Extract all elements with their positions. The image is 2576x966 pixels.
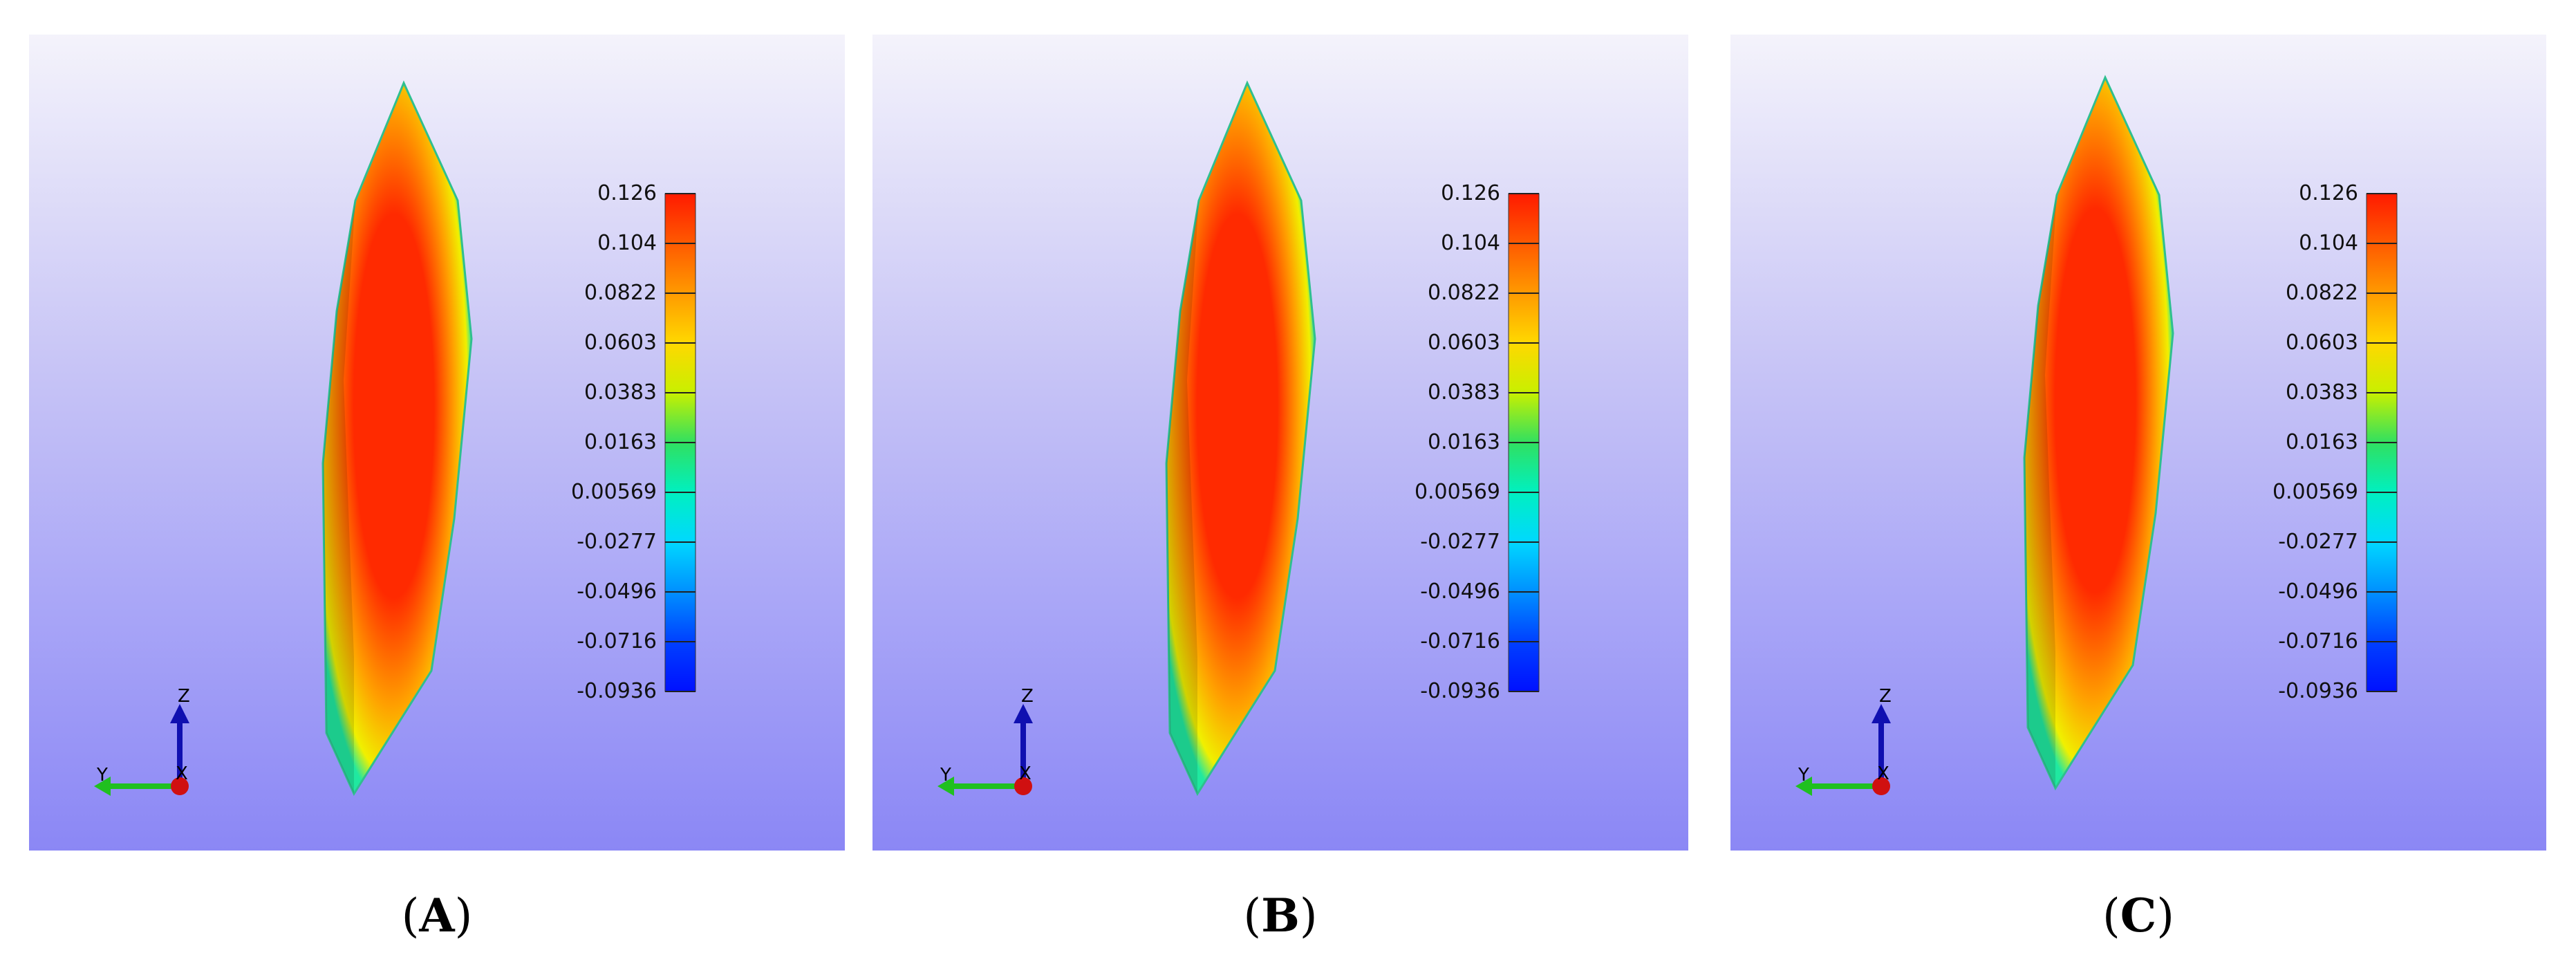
axis-triad: Z Y X — [94, 686, 190, 796]
colorbar-tick-label: 0.126 — [2299, 181, 2358, 205]
axis-label-x: X — [1877, 763, 1889, 784]
colorbar-tick-label: -0.0277 — [577, 530, 657, 554]
colorbar-tick-label: -0.0936 — [1420, 679, 1500, 703]
surface-shading — [2024, 195, 2057, 788]
colorbar-tick-label: -0.0277 — [1420, 530, 1500, 554]
colorbar-tick-label: -0.0716 — [577, 629, 657, 653]
panel-label-c: (C) — [2102, 889, 2175, 942]
colorbar-tick-label: -0.0716 — [1420, 629, 1500, 653]
axis-label-x: X — [176, 763, 188, 784]
colorbar-tick-label: 0.0383 — [2286, 380, 2358, 405]
colorbar-tick-label: 0.0603 — [2286, 331, 2358, 355]
visualization-panel-c: Z Y X 0.126 0.104 0.0822 0.0603 0.0383 0.0163 0.0… — [1730, 35, 2546, 851]
colorbar-tick-label: 0.0822 — [1428, 281, 1500, 305]
colorbar-tick-label: 0.0822 — [584, 281, 657, 305]
axis-label-x: X — [1019, 763, 1032, 784]
colorbar-tick-label: 0.104 — [2299, 231, 2358, 255]
visualization-panel-b: Z Y X 0.126 0.104 0.0822 0.0603 0.0383 0.0163 0.0… — [872, 35, 1688, 851]
colorbar-tick-label: 0.00569 — [570, 480, 657, 504]
colorbar-tick-label: -0.0496 — [1420, 579, 1500, 604]
axis-label-z: Z — [1021, 686, 1034, 707]
colorbar-tick-label: -0.0936 — [577, 679, 657, 703]
deformed-surface — [321, 80, 473, 797]
axis-label-z: Z — [1879, 686, 1892, 707]
plot-svg: Z Y X — [1795, 75, 2398, 796]
plot-svg: Z Y X — [937, 80, 1540, 797]
colorbar-tick-label: 0.0603 — [1428, 331, 1500, 355]
deformed-surface — [2023, 75, 2174, 791]
colorbar-tick-label: 0.0603 — [584, 331, 657, 355]
colorbar-tick-label: 0.00569 — [1414, 480, 1500, 504]
colorbar-tick-label: 0.0383 — [1428, 380, 1500, 405]
colorbar-tick-label: 0.0163 — [2286, 430, 2358, 454]
deformed-surface — [1165, 80, 1316, 797]
plot-svg: Z Y X — [94, 80, 696, 797]
colorbar-tick-label: 0.126 — [1441, 181, 1500, 205]
surface-shading — [1166, 201, 1199, 794]
axis-triad: Z Y X — [937, 686, 1034, 796]
colorbar-tick-label: 0.0163 — [584, 430, 657, 454]
axis-label-y: Y — [940, 765, 951, 786]
colorbar-tick-label: 0.0822 — [2286, 281, 2358, 305]
surface-shading — [323, 201, 355, 794]
axis-label-z: Z — [178, 686, 190, 707]
axis-label-y: Y — [96, 765, 108, 786]
colorbar-tick-label: 0.0383 — [584, 380, 657, 405]
colorbar-tick-label: 0.104 — [1441, 231, 1500, 255]
panel-label-a: (A) — [401, 889, 473, 942]
colorbar-tick-label: 0.104 — [597, 231, 657, 255]
panel-label-b: (B) — [1243, 889, 1318, 942]
colorbar-tick-label: -0.0277 — [2278, 530, 2358, 554]
colorbar-tick-label: -0.0716 — [2278, 629, 2358, 653]
colorbar-tick-label: -0.0936 — [2278, 679, 2358, 703]
colorbar-tick-label: 0.126 — [597, 181, 657, 205]
colorbar-tick-label: 0.00569 — [2272, 480, 2358, 504]
visualization-panel-a: Z Y X 0.126 0.104 0.0822 0.0603 0.0383 0.0163 0.0… — [29, 35, 845, 851]
colorbar-tick-label: 0.0163 — [1428, 430, 1500, 454]
colorbar-tick-label: -0.0496 — [2278, 579, 2358, 604]
axis-triad: Z Y X — [1795, 686, 1892, 796]
colorbar-tick-label: -0.0496 — [577, 579, 657, 604]
axis-label-y: Y — [1798, 765, 1809, 786]
